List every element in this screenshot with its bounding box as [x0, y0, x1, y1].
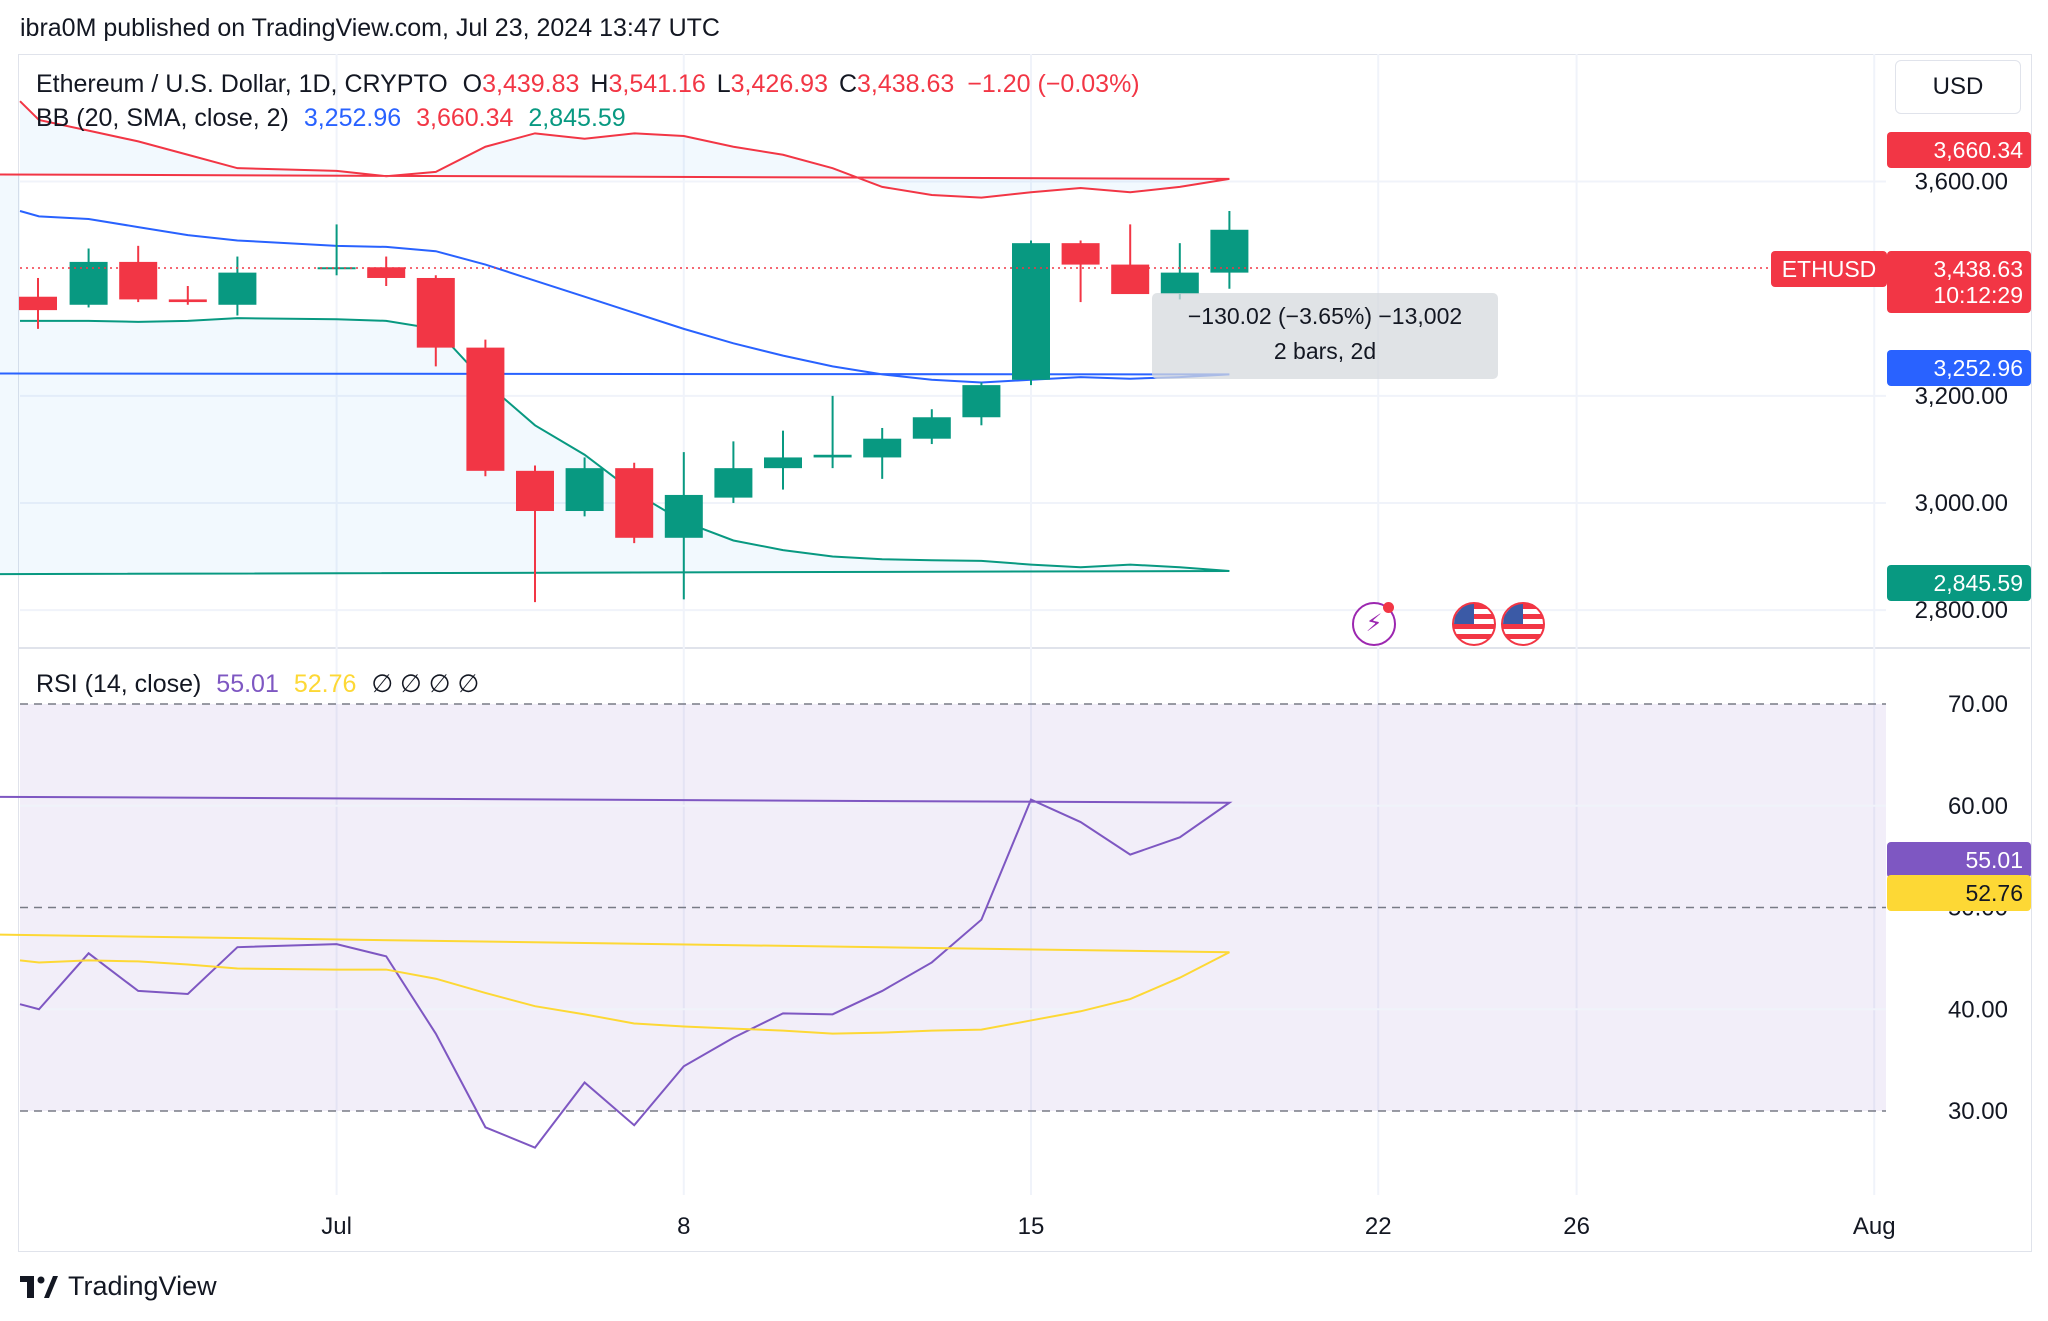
bb-lower-value: 2,845.59 [528, 104, 626, 132]
ohlc-low-label: L [716, 70, 731, 98]
ohlc-open-label: O [462, 70, 483, 98]
symbol-title: Ethereum / U.S. Dollar, 1D, CRYPTO [36, 70, 448, 98]
candle-body [1210, 229, 1249, 273]
bb-lower-price-label: 2,845.59 [1887, 565, 2031, 601]
candle-body [1111, 264, 1150, 295]
bb-basis-price-label: 3,252.96 [1887, 350, 2031, 386]
rsi-y-tick-label: 60.00 [1948, 793, 2008, 820]
candle-body [317, 267, 356, 270]
y-tick-label: 3,600.00 [1915, 169, 2008, 196]
x-tick-label: 22 [1365, 1213, 1392, 1240]
y-tick-label: 2,800.00 [1915, 597, 2008, 624]
measure-line2: 2 bars, 2d [1273, 338, 1377, 364]
candle-body [119, 261, 158, 300]
overlay-layer [20, 267, 1886, 269]
ohlc-change: −1.20 (−0.03%) [967, 70, 1140, 98]
rsi-ma-price-label: 52.76 [1887, 875, 2031, 911]
notification-dot-icon [1383, 602, 1394, 613]
candle-body [764, 457, 802, 469]
candle-body [367, 267, 406, 278]
candle-body [1061, 243, 1100, 265]
x-tick-label: 8 [677, 1213, 690, 1240]
us-flag-event-icon[interactable] [1452, 602, 1496, 646]
bb-upper-value: 3,660.34 [416, 104, 514, 132]
x-tick-label: 15 [1018, 1213, 1045, 1240]
chart-frame [18, 54, 2032, 1252]
grid-layer: Jul 8 15 22 26 Aug 2,800.00 3,000.00 3,200.00 3,6… [18, 54, 2030, 1240]
rsi-price-label: 55.01 [1887, 842, 2031, 878]
measure-line1: −130.02 (−3.65%) −13,002 [1187, 303, 1463, 329]
rsi-y-tick-label: 40.00 [1948, 996, 2008, 1023]
rsi-legend-label: RSI (14, close) [36, 670, 202, 698]
last-price-label: 3,438.63 [1887, 251, 2031, 284]
rsi-legend-row: RSI (14, close) 55.01 52.76 ∅ ∅ ∅ ∅ [36, 669, 479, 699]
bb-upper-line [0, 100, 1230, 199]
tradingview-logo-icon [20, 1275, 58, 1298]
candle-body [565, 468, 604, 512]
candle-body [664, 494, 703, 538]
x-tick-label: 26 [1563, 1213, 1590, 1240]
candle-body [416, 277, 455, 348]
rsi-ma-legend-value: 52.76 [293, 670, 357, 698]
ohlc-open-value: 3,439.83 [482, 70, 580, 98]
candle-body [863, 438, 902, 458]
candle-body [466, 347, 505, 471]
candle-body [218, 272, 257, 305]
rsi-line [0, 795, 1233, 1149]
candle-body [1160, 272, 1199, 295]
rsi-ma-line [0, 933, 1230, 1035]
us-flag-event-icon[interactable] [1501, 602, 1545, 646]
bb-lower-line [0, 317, 1230, 576]
candle-body [19, 296, 57, 311]
currency-button[interactable]: USD [1895, 60, 2021, 114]
x-tick-label: Aug [1853, 1213, 1896, 1240]
candle-body [1012, 243, 1050, 380]
rsi-legend-extra: ∅ ∅ ∅ ∅ [371, 670, 480, 698]
ohlc-high-value: 3,541.16 [608, 70, 706, 98]
x-tick-label: Jul [321, 1213, 352, 1240]
us-flag-canton [1503, 604, 1523, 624]
ohlc-close-value: 3,438.63 [857, 70, 955, 98]
ohlc-low-value: 3,426.93 [730, 70, 828, 98]
candle-body [516, 470, 554, 512]
measure-tooltip: −130.02 (−3.65%) −13,002 2 bars, 2d [1152, 293, 1498, 379]
bb-legend-label: BB (20, SMA, close, 2) [36, 104, 289, 132]
rsi-y-tick-label: 70.00 [1948, 691, 2008, 718]
bb-fill [0, 101, 1230, 575]
candle-body [813, 454, 852, 458]
us-flag-canton [1454, 604, 1474, 624]
rsi-legend-value: 55.01 [216, 670, 279, 698]
candle-body [962, 385, 1001, 418]
candle-body [912, 417, 951, 439]
candle-body [69, 261, 108, 305]
ohlc-high-label: H [590, 70, 609, 98]
bb-upper-price-label: 3,660.34 [1887, 132, 2031, 168]
rsi-y-tick-label: 30.00 [1948, 1098, 2008, 1125]
y-tick-label: 3,200.00 [1915, 383, 2008, 410]
tradingview-wordmark: TradingView [68, 1271, 217, 1301]
main-legend-row: Ethereum / U.S. Dollar, 1D, CRYPTO O3,43… [36, 70, 1140, 99]
bar-countdown-label: 10:12:29 [1887, 280, 2031, 313]
publisher-caption: ibra0M published on TradingView.com, Jul… [20, 14, 720, 42]
candles-layer [19, 211, 1249, 603]
candle-body [714, 468, 753, 498]
tradingview-brand[interactable]: TradingView [20, 1271, 217, 1302]
candle-body [615, 468, 654, 538]
bb-basis-value: 3,252.96 [303, 104, 402, 132]
candle-body [168, 299, 207, 303]
ohlc-close-label: C [838, 70, 857, 98]
symbol-price-tag: ETHUSD [1771, 251, 1887, 287]
bb-legend-row: BB (20, SMA, close, 2) 3,252.96 3,660.34… [36, 104, 626, 133]
y-tick-label: 3,000.00 [1915, 490, 2008, 517]
